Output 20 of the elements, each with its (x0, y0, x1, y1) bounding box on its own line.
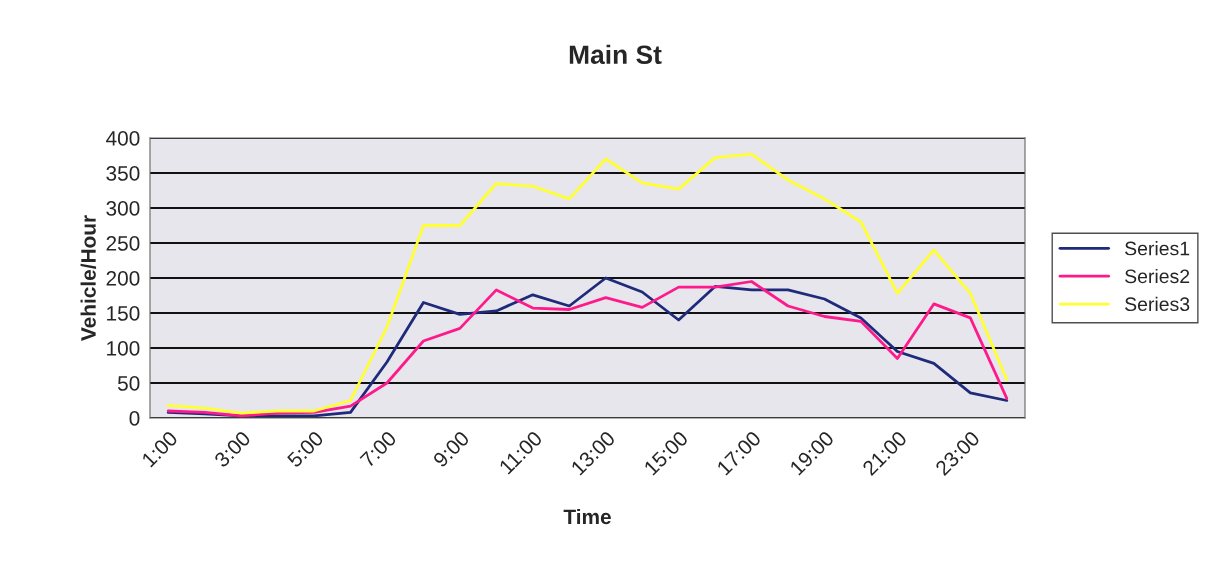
line-series (166, 152, 1009, 415)
y-tick-label: 100 (107, 341, 140, 356)
y-tick-label: 300 (106, 201, 140, 216)
chart-title: Main St (569, 44, 662, 65)
legend-label: Series1 (1125, 241, 1190, 256)
x-tick-label: 9:00 (432, 430, 471, 468)
y-tick-label: 150 (107, 306, 140, 321)
legend-label: Series2 (1125, 268, 1190, 284)
x-tick-label: 7:00 (359, 430, 398, 468)
y-tick-label: 400 (106, 131, 140, 146)
y-tick-label: 350 (106, 166, 140, 181)
y-tick-label: 250 (106, 236, 140, 251)
x-tick-label: 3:00 (213, 430, 252, 469)
x-axis-title: Time (563, 508, 611, 525)
y-tick-label: 0 (129, 411, 140, 426)
x-tick-label: 5:00 (286, 430, 325, 469)
y-tick-label: 50 (117, 376, 140, 391)
y-tick-label: 200 (106, 271, 140, 286)
y-axis-title: Vehicle/Hour (80, 215, 97, 341)
legend-label: Series3 (1125, 296, 1190, 312)
